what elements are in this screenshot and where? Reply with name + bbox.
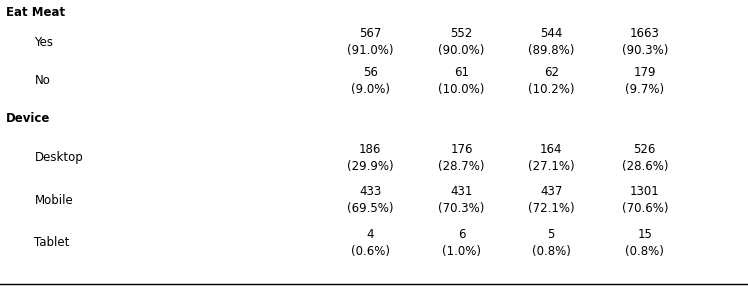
Text: 61
(10.0%): 61 (10.0%): [438, 66, 485, 96]
Text: Tablet: Tablet: [34, 237, 70, 249]
Text: 433
(69.5%): 433 (69.5%): [347, 185, 393, 215]
Text: 15
(0.8%): 15 (0.8%): [625, 228, 664, 258]
Text: Desktop: Desktop: [34, 151, 83, 164]
Text: 1301
(70.6%): 1301 (70.6%): [622, 185, 668, 215]
Text: No: No: [34, 74, 50, 88]
Text: Eat Meat: Eat Meat: [6, 5, 65, 18]
Text: Device: Device: [6, 111, 50, 125]
Text: 437
(72.1%): 437 (72.1%): [528, 185, 574, 215]
Text: 56
(9.0%): 56 (9.0%): [351, 66, 390, 96]
Text: 567
(91.0%): 567 (91.0%): [347, 27, 393, 57]
Text: 4
(0.6%): 4 (0.6%): [351, 228, 390, 258]
Text: 176
(28.7%): 176 (28.7%): [438, 143, 485, 173]
Text: 431
(70.3%): 431 (70.3%): [438, 185, 485, 215]
Text: 1663
(90.3%): 1663 (90.3%): [622, 27, 668, 57]
Text: Yes: Yes: [34, 35, 53, 49]
Text: 526
(28.6%): 526 (28.6%): [622, 143, 668, 173]
Text: 544
(89.8%): 544 (89.8%): [528, 27, 574, 57]
Text: 179
(9.7%): 179 (9.7%): [625, 66, 664, 96]
Text: 164
(27.1%): 164 (27.1%): [528, 143, 574, 173]
Text: 5
(0.8%): 5 (0.8%): [532, 228, 571, 258]
Text: 6
(1.0%): 6 (1.0%): [442, 228, 481, 258]
Text: 552
(90.0%): 552 (90.0%): [438, 27, 485, 57]
Text: 62
(10.2%): 62 (10.2%): [528, 66, 574, 96]
Text: Mobile: Mobile: [34, 193, 73, 207]
Text: 186
(29.9%): 186 (29.9%): [347, 143, 393, 173]
